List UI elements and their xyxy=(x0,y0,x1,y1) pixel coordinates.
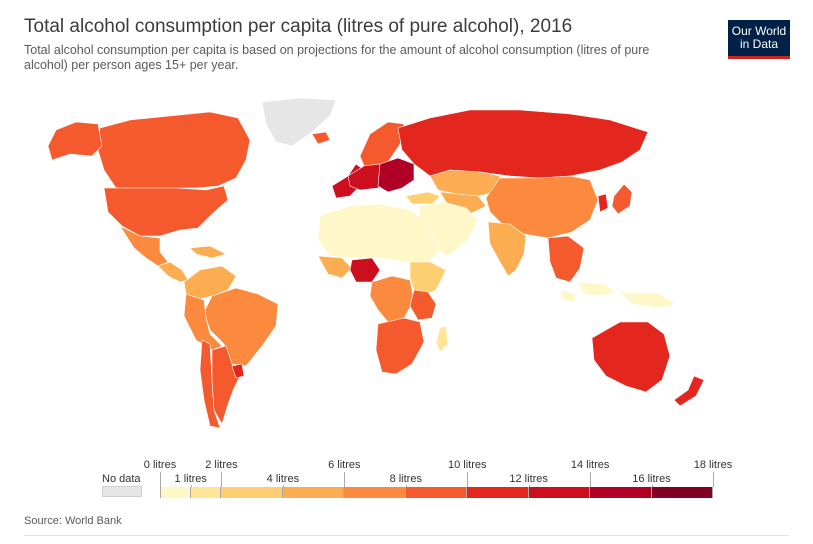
legend-tick-mark xyxy=(282,485,284,487)
map-region-japan[interactable] xyxy=(611,183,633,215)
legend-tick-label: 8 litres xyxy=(389,473,422,485)
legend-tick-mark xyxy=(651,485,653,487)
legend-bin-10-12[interactable] xyxy=(467,487,529,498)
legend-tick-label: 4 litres xyxy=(266,473,300,485)
map-region-southern-africa[interactable] xyxy=(375,317,425,375)
source-note: Source: World Bank xyxy=(24,515,122,527)
map-region-brazil[interactable] xyxy=(203,287,279,367)
legend-tick-mark xyxy=(590,472,592,487)
map-region-central-africa[interactable] xyxy=(369,275,415,323)
legend-tick-mark xyxy=(405,485,407,487)
map-region-australia[interactable] xyxy=(591,321,671,393)
legend-no-data-swatch xyxy=(102,486,142,497)
legend-tick-mark xyxy=(344,472,346,487)
legend-tick-mark xyxy=(528,485,530,487)
map-region-nigeria[interactable] xyxy=(349,257,381,283)
legend-tick-label: 10 litres xyxy=(447,459,487,471)
logo-line-2: in Data xyxy=(739,37,779,51)
map-region-canada[interactable] xyxy=(97,111,251,189)
map-region-mexico[interactable] xyxy=(119,225,169,267)
chart-subtitle: Total alcohol consumption per capita is … xyxy=(24,43,650,72)
legend-tick-label: 6 litres xyxy=(328,459,361,471)
logo-line-1: Our World xyxy=(731,24,787,38)
legend-bin-0-1[interactable] xyxy=(160,487,191,498)
legend-tick-mark xyxy=(713,472,714,487)
owid-logo[interactable]: Our World in Data xyxy=(728,20,790,59)
legend-tick-label: 2 litres xyxy=(205,459,238,471)
legend-tick-mark xyxy=(160,472,161,487)
map-region-uganda-tanzania[interactable] xyxy=(409,289,437,321)
footer-divider xyxy=(24,535,789,536)
map-region-eastern-europe[interactable] xyxy=(377,157,415,193)
map-region-new-zealand[interactable] xyxy=(673,375,705,407)
legend-tick-label: 12 litres xyxy=(509,473,548,485)
legend-tick-mark xyxy=(467,472,469,487)
map-region-west-africa[interactable] xyxy=(317,255,353,279)
map-region-southeast-asia[interactable] xyxy=(547,235,585,283)
legend-no-data-label: No data xyxy=(102,473,141,485)
map-region-india[interactable] xyxy=(487,221,527,277)
map-region-madagascar[interactable] xyxy=(435,325,449,353)
world-map xyxy=(47,97,705,429)
legend-tick-label: 1 litres xyxy=(174,473,207,485)
map-region-greenland[interactable] xyxy=(261,97,337,147)
legend-bin-16-18[interactable] xyxy=(651,487,713,498)
map-region-indonesia[interactable] xyxy=(559,281,677,309)
map-region-chile[interactable] xyxy=(199,339,221,429)
legend-bin-14-16[interactable] xyxy=(590,487,652,498)
legend-tick-label: 0 litres xyxy=(143,459,177,471)
legend-bin-6-8[interactable] xyxy=(344,487,406,498)
map-region-argentina[interactable] xyxy=(211,345,243,425)
map-region-alaska[interactable] xyxy=(47,121,103,161)
legend-tick-label: 14 litres xyxy=(570,459,610,471)
legend-tick-mark xyxy=(190,485,192,487)
map-region-china[interactable] xyxy=(485,175,599,239)
map-region-peru-bolivia[interactable] xyxy=(183,293,223,351)
legend-tick-label: 16 litres xyxy=(632,473,671,485)
legend-bin-1-2[interactable] xyxy=(190,487,222,498)
legend-bin-4-6[interactable] xyxy=(282,487,345,498)
legend-tick-label: 18 litres xyxy=(693,459,733,471)
map-region-iceland[interactable] xyxy=(311,131,331,145)
legend-bin-8-10[interactable] xyxy=(405,487,468,498)
chart-title: Total alcohol consumption per capita (li… xyxy=(24,16,573,37)
legend-bin-2-4[interactable] xyxy=(221,487,283,498)
legend-bin-12-14[interactable] xyxy=(528,487,591,498)
map-region-russia[interactable] xyxy=(397,109,649,179)
map-region-uruguay[interactable] xyxy=(231,363,245,379)
legend-tick-mark xyxy=(221,472,223,487)
map-region-korea[interactable] xyxy=(597,193,609,213)
map-region-usa[interactable] xyxy=(103,185,229,237)
map-region-turkey[interactable] xyxy=(405,191,441,205)
